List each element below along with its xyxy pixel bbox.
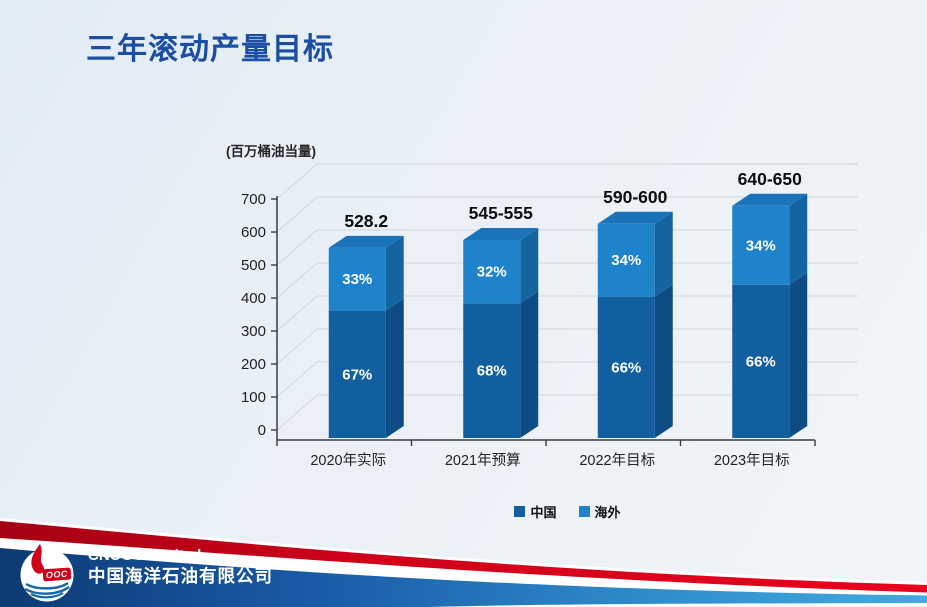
bar-segment-overseas-front — [597, 223, 655, 297]
cnooc-logo: OOC — [20, 544, 74, 602]
china-legend-swatch — [514, 505, 526, 517]
y-tick-label: 300 — [241, 323, 266, 340]
bar-segment-china-side — [520, 291, 539, 438]
y-tick-label: 700 — [241, 191, 266, 208]
overseas-pct-label: 34% — [611, 252, 641, 269]
logo-wave-icon — [24, 585, 70, 595]
bar-segment-overseas-side — [789, 193, 808, 285]
bar-top-face — [463, 228, 539, 240]
legend-item-china: 中国 — [514, 502, 557, 521]
logo-banner — [42, 567, 72, 582]
overseas-legend-swatch — [578, 505, 590, 517]
logo-wave-icon — [25, 581, 69, 590]
y-tick-label: 400 — [241, 290, 266, 307]
gridline-depth — [276, 361, 318, 398]
china-pct-label: 68% — [477, 363, 507, 380]
company-name-en: CNOOC Limited — [88, 547, 201, 564]
bar-top-face — [328, 235, 404, 248]
logo-wave-icon — [30, 592, 64, 599]
gridline-depth — [276, 394, 318, 431]
y-tick-label: 600 — [241, 224, 266, 241]
bar-segment-overseas-front — [732, 205, 790, 285]
bar-segment-china-front — [328, 310, 386, 438]
bar-segment-china-front — [597, 296, 655, 438]
logo-flame-icon — [31, 544, 45, 574]
bar-segment-overseas-side — [385, 235, 404, 311]
bar-segment-overseas-front — [328, 247, 386, 311]
bar-top-face — [732, 193, 808, 206]
china-pct-label: 66% — [746, 353, 776, 370]
bar-segment-overseas-side — [520, 228, 539, 304]
chart-legend: 中国 海外 — [277, 501, 858, 521]
overseas-pct-label: 34% — [746, 237, 776, 254]
y-tick-label: 200 — [241, 356, 266, 373]
gridline-depth — [276, 163, 318, 200]
category-label: 2022年目标 — [579, 452, 655, 469]
chart-unit-label: (百万桶油当量) — [226, 144, 316, 159]
y-tick-label: 0 — [258, 422, 266, 439]
category-label: 2023年目标 — [714, 452, 790, 469]
bar-segment-china-side — [385, 298, 404, 438]
legend-item-overseas: 海外 — [578, 502, 621, 521]
bar-total-label: 640-650 — [738, 169, 802, 189]
footer-banner: OOC CNOOC Limited 中国海洋石油有限公司 — [0, 518, 927, 607]
gridline-depth — [276, 229, 318, 266]
bar-segment-overseas-front — [463, 240, 521, 304]
page-title: 三年滚动产量目标 — [86, 33, 334, 66]
category-label: 2021年预算 — [445, 452, 521, 469]
bar-segment-china-side — [789, 272, 808, 438]
logo-banner-text: OOC — [46, 569, 69, 581]
gridline-depth — [276, 196, 318, 233]
company-name-zh: 中国海洋石油有限公司 — [88, 566, 273, 586]
overseas-pct-label: 32% — [477, 264, 507, 281]
gridline-depth — [276, 328, 318, 365]
gridline-depth — [276, 295, 318, 332]
china-legend-label: 中国 — [530, 504, 557, 520]
bar-top-face — [597, 211, 673, 224]
bar-segment-china-side — [654, 284, 673, 438]
bar-segment-china-front — [463, 303, 521, 438]
gridline-depth — [276, 262, 318, 299]
y-tick-label: 500 — [241, 257, 266, 274]
bar-total-label: 545-555 — [469, 203, 533, 223]
category-label: 2020年实际 — [310, 452, 386, 469]
bar-total-label: 590-600 — [603, 187, 667, 207]
red-ribbon — [0, 521, 927, 593]
china-pct-label: 67% — [342, 366, 372, 383]
blue-ribbon — [0, 548, 927, 607]
overseas-pct-label: 33% — [342, 271, 372, 288]
overseas-legend-label: 海外 — [594, 504, 621, 520]
bar-segment-overseas-side — [654, 211, 673, 297]
bar-segment-china-front — [732, 284, 790, 438]
y-tick-label: 100 — [241, 389, 266, 406]
china-pct-label: 66% — [611, 359, 641, 376]
bar-total-label: 528.2 — [344, 211, 388, 231]
